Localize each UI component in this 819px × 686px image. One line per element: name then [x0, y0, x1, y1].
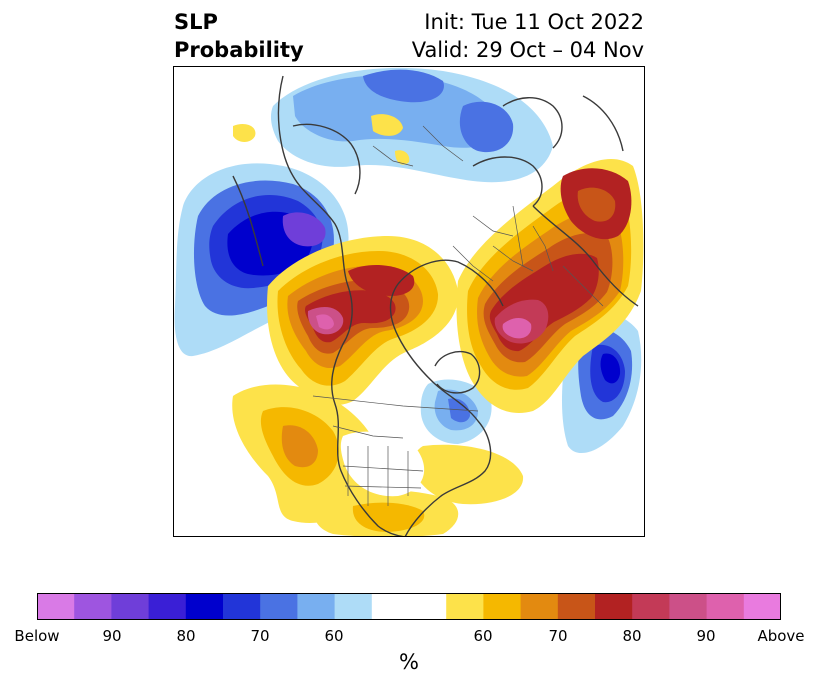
political-borders — [312, 125, 604, 506]
above-normal-area-usa — [232, 114, 524, 537]
probability-map — [173, 66, 645, 537]
kind-label: Probability — [174, 38, 304, 62]
colorbar-swatch — [297, 593, 336, 620]
colorbar-swatch — [409, 593, 447, 620]
below-normal-area-arctic — [270, 67, 553, 183]
colorbar — [37, 593, 781, 620]
colorbar-swatches — [37, 593, 781, 620]
chart-title-right: Init: Tue 11 Oct 2022 Valid: 29 Oct – 04… — [412, 8, 644, 64]
colorbar-tick-below: Below — [14, 627, 60, 645]
colorbar-swatch — [223, 593, 261, 620]
coastlines — [232, 75, 639, 537]
colorbar-swatch — [148, 593, 187, 620]
colorbar-tick-above: Above — [757, 627, 805, 645]
colorbar-swatch — [557, 593, 596, 620]
colorbar-swatch — [111, 593, 150, 620]
map-canvas — [173, 66, 645, 537]
colorbar-swatch — [632, 593, 670, 620]
colorbar-swatch — [37, 593, 75, 620]
colorbar-tick-below-80: 80 — [176, 627, 196, 645]
colorbar-swatch — [706, 593, 745, 620]
chart-title-left: SLP Probability — [174, 8, 304, 64]
above-normal-area-siberia — [456, 158, 644, 414]
below-normal-area-labrador — [420, 379, 492, 444]
valid-range-label: Valid: 29 Oct – 04 Nov — [411, 38, 644, 62]
colorbar-tick-below-90: 90 — [102, 627, 122, 645]
colorbar-tick-above-90: 90 — [696, 627, 716, 645]
colorbar-tick-above-60: 60 — [473, 627, 493, 645]
colorbar-swatch — [595, 593, 633, 620]
init-date-label: Init: Tue 11 Oct 2022 — [424, 10, 644, 34]
colorbar-swatch — [669, 593, 708, 620]
colorbar-swatch — [74, 593, 112, 620]
colorbar-tick-below-60: 60 — [324, 627, 344, 645]
colorbar-swatch — [483, 593, 522, 620]
colorbar-swatch — [371, 593, 410, 620]
colorbar-tick-above-70: 70 — [548, 627, 568, 645]
colorbar-swatch — [185, 593, 224, 620]
colorbar-unit-label: % — [399, 650, 419, 674]
above-normal-area-canada — [267, 236, 459, 406]
colorbar-swatch — [260, 593, 298, 620]
colorbar-border — [37, 593, 781, 620]
colorbar-swatch — [520, 593, 559, 620]
colorbar-swatch — [743, 593, 781, 620]
colorbar-tick-below-70: 70 — [250, 627, 270, 645]
near-normal-area-conus — [340, 431, 425, 497]
colorbar-swatch — [334, 593, 373, 620]
colorbar-swatch — [446, 593, 484, 620]
colorbar-tick-above-80: 80 — [622, 627, 642, 645]
variable-label: SLP — [174, 10, 218, 34]
